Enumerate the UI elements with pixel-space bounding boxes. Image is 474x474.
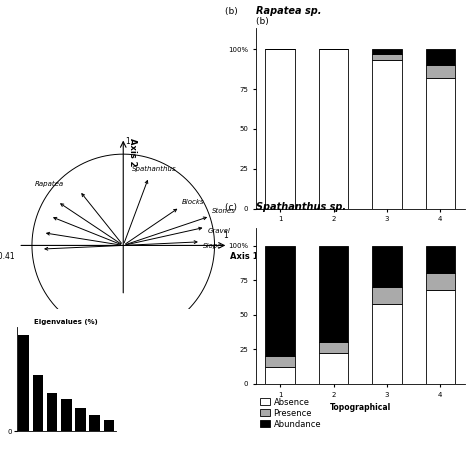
Bar [319,354,348,384]
X-axis label: Topographical c: Topographical c [326,228,394,237]
Bar [426,246,455,273]
Bar [372,304,401,384]
Bar [426,290,455,384]
Legend: Absence, Presence, Abundance: Absence, Presence, Abundance [260,398,321,429]
X-axis label: Topographical: Topographical [329,403,391,412]
Text: (c): (c) [225,203,242,212]
Text: Axis 2: Axis 2 [128,138,137,166]
Bar [319,246,348,342]
Text: (b): (b) [256,17,274,26]
Bar [426,49,455,65]
Text: Rapatea: Rapatea [35,181,64,187]
Bar [319,342,348,354]
Title: Eigenvalues (%): Eigenvalues (%) [35,319,98,325]
Text: Slope: Slope [203,243,222,249]
Text: Stones: Stones [212,209,236,214]
Bar [372,287,401,304]
Text: 1: 1 [125,137,130,146]
Bar [426,65,455,78]
Bar [426,78,455,209]
Bar [372,49,401,54]
Bar [426,273,455,290]
Bar [319,49,348,209]
Text: Rapatea sp.: Rapatea sp. [256,6,321,16]
Bar [265,49,295,209]
Text: 1: 1 [224,231,228,240]
Text: (b): (b) [225,7,243,16]
Bar [33,375,43,431]
Text: Gravel: Gravel [207,228,230,234]
Text: -0.41: -0.41 [0,252,16,261]
Bar [265,356,295,367]
Text: Blocks: Blocks [182,199,204,205]
Bar [18,335,29,431]
Bar [61,399,72,431]
Text: Spathanthus sp.: Spathanthus sp. [256,202,346,212]
Bar [372,54,401,60]
Bar [372,246,401,287]
Bar [47,393,57,431]
Bar [75,408,86,431]
Text: Axis 1: Axis 1 [230,252,258,261]
Text: Spathanthus: Spathanthus [132,166,177,173]
Bar [104,420,114,431]
Bar [265,246,295,356]
Bar [265,367,295,384]
Bar [372,60,401,209]
Bar [90,415,100,431]
